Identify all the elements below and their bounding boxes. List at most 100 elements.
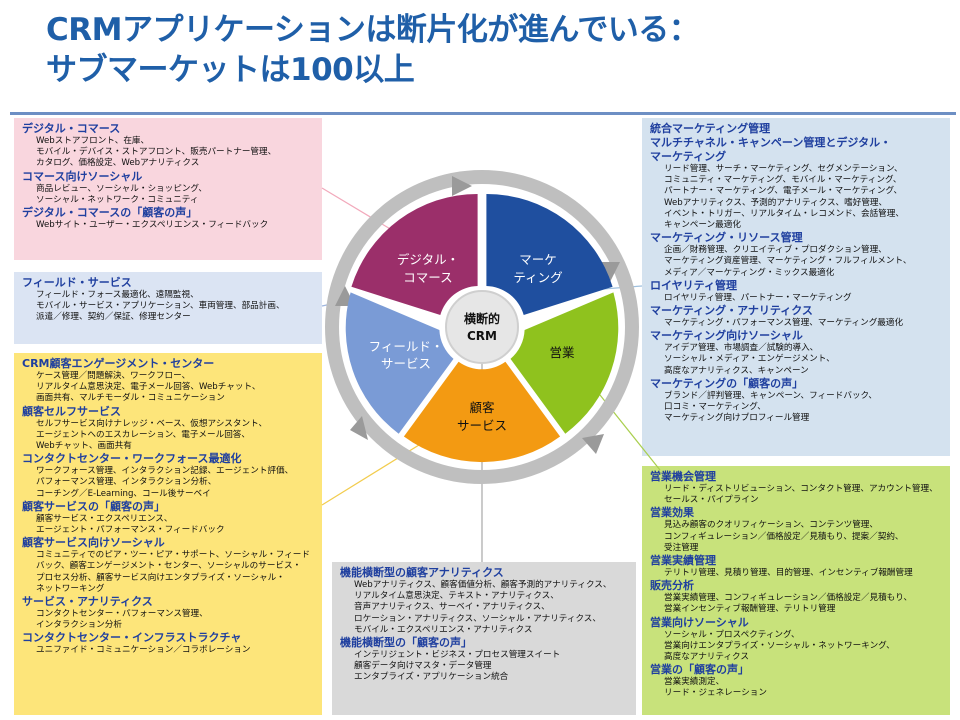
box-text: マーケティング・パフォーマンス管理、マーケティング最適化 bbox=[664, 318, 904, 329]
segment-field-service bbox=[345, 292, 454, 434]
segment-label-marketing-2: ティング bbox=[513, 270, 562, 285]
box-text: 顧客サービス・エクスペリエンス、 bbox=[36, 513, 173, 524]
box-text: リアルタイム意思決定、電子メール回答、Webチャット、 bbox=[36, 382, 261, 393]
box-heading: フィールド・サービス bbox=[22, 276, 132, 289]
box-text: ソーシャル・ネットワーク・コミュニティ bbox=[36, 194, 199, 205]
box-text: マーケティング資産管理、マーケティング・フルフィルメント、 bbox=[664, 256, 912, 267]
box-heading: 営業向けソーシャル bbox=[650, 615, 749, 629]
title-line-1: CRMアプリケーションは断片化が進んでいる： bbox=[46, 12, 700, 48]
box-text: モバイル・サービス・アプリケーション、車両管理、部品計画、 bbox=[36, 301, 285, 312]
box-text: リアルタイム意思決定、テキスト・アナリティクス、 bbox=[354, 591, 559, 602]
box-heading: マルチチャネル・キャンペーン管理とデジタル・ bbox=[650, 136, 892, 149]
box-text: ワークフォース管理、インタラクション記録、エージェント評価、 bbox=[36, 466, 294, 477]
box-text: セルフサービス向けナレッジ・ベース、仮想アシスタント、 bbox=[36, 418, 268, 429]
box-heading: マーケティング向けソーシャル bbox=[650, 329, 803, 343]
segment-customer-service bbox=[403, 361, 561, 463]
box-heading: マーケティング・リソース管理 bbox=[650, 231, 803, 245]
segment-label-field-1: フィールド・ bbox=[369, 339, 444, 354]
box-heading: コマース向けソーシャル bbox=[22, 169, 143, 183]
box-text: ブランド／評判管理、キャンペーン、フィードバック、 bbox=[664, 390, 877, 401]
box-heading: マーケティングの「顧客の声」 bbox=[650, 376, 804, 390]
box-text: アイデア管理、市場調査／試験的導入、 bbox=[664, 343, 819, 354]
box-heading: サービス・アナリティクス bbox=[22, 595, 153, 609]
box-text: ユニファイド・コミュニケーション／コラボレーション bbox=[36, 645, 251, 656]
box-text: インタラクション分析 bbox=[36, 620, 122, 631]
box-heading: デジタル・コマースの「顧客の声」 bbox=[22, 206, 198, 220]
ring-arrow-right bbox=[600, 262, 620, 282]
box-text: 営業実績測定、 bbox=[664, 677, 725, 688]
center-label-line-1: 横断的 bbox=[464, 311, 500, 326]
box-text: 営業実績管理、コンフィギュレーション／価格設定／見積もり、 bbox=[664, 593, 913, 604]
box-text: コーチング／E-Learning、コール後サーベイ bbox=[36, 488, 211, 499]
analytics-box: 機能横断型の顧客アナリティクス Webアナリティクス、顧客価値分析、顧客予測的ア… bbox=[332, 562, 636, 715]
box-text: 音声アナリティクス、サーベイ・アナリティクス、 bbox=[354, 602, 550, 613]
box-text: ソーシャル・プロスペクティング、 bbox=[664, 629, 800, 640]
segment-label-digital-2: コマース bbox=[403, 270, 452, 285]
box-heading: コンタクトセンター・ワークフォース最適化 bbox=[22, 452, 242, 466]
box-heading: 顧客サービス向けソーシャル bbox=[22, 536, 165, 550]
box-text: コンタクトセンター・パフォーマンス管理、 bbox=[36, 609, 208, 620]
box-text: エンタプライズ・アプリケーション統合 bbox=[354, 672, 509, 683]
box-text: エージェント・パフォーマンス・フィードバック bbox=[36, 525, 225, 536]
box-text: Webチャット、画面共有 bbox=[36, 441, 132, 452]
segment-label-marketing-1: マーケ bbox=[519, 252, 557, 267]
segment-sales bbox=[510, 292, 619, 434]
segment-label-field-2: サービス bbox=[381, 356, 431, 371]
box-text: 営業向けエンタプライズ・ソーシャル・ネットワーキング、 bbox=[664, 640, 895, 651]
box-text: メディア／マーケティング・ミックス最適化 bbox=[664, 267, 835, 278]
box-heading: 顧客サービスの「顧客の声」 bbox=[22, 499, 165, 513]
box-text: フィールド・フォース最適化、遠隔監視、 bbox=[36, 290, 199, 300]
box-heading: 機能横断型の顧客アナリティクス bbox=[340, 566, 504, 579]
box-heading: 機能横断型の「顧客の声」 bbox=[340, 636, 472, 650]
box-heading: デジタル・コマース bbox=[22, 122, 121, 135]
box-text: Webアナリティクス、予測的アナリティクス、嗜好管理、 bbox=[664, 197, 888, 208]
box-heading: 統合マーケティング管理 bbox=[650, 122, 771, 135]
box-text: 高度なアナリティクス bbox=[664, 652, 749, 663]
box-text: 画面共有、マルチモーダル・コミュニケーション bbox=[36, 393, 225, 404]
box-text: リード・ディストリビューション、コンタクト管理、アカウント管理、 bbox=[664, 484, 938, 494]
title-line-2: サブマーケットは100以上 bbox=[46, 52, 415, 88]
ring-arrow-top bbox=[452, 176, 472, 196]
field-service-box: フィールド・サービス フィールド・フォース最適化、遠隔監視、 モバイル・サービス… bbox=[14, 272, 322, 344]
outer-ring bbox=[325, 170, 639, 484]
box-heading: 営業効果 bbox=[650, 506, 694, 520]
box-text: リード管理、サーチ・マーケティング、セグメンテーション、 bbox=[664, 164, 903, 174]
box-text: インテリジェント・ビジネス・プロセス管理スイート bbox=[354, 650, 561, 661]
box-heading: 顧客セルフサービス bbox=[22, 404, 121, 418]
box-text: コミュニティでのピア・ツー・ピア・サポート、ソーシャル・フィード bbox=[36, 550, 310, 561]
segment-digital-commerce bbox=[351, 193, 478, 315]
box-heading: 販売分析 bbox=[650, 579, 694, 593]
box-text: キャンペーン最適化 bbox=[664, 220, 741, 231]
segment-label-digital-1: デジタル・ bbox=[397, 252, 459, 267]
box-text: 顧客データ向けマスタ・データ管理 bbox=[354, 661, 492, 672]
box-text: 企画／財務管理、クリエイティブ・プロダクション管理、 bbox=[664, 245, 887, 256]
box-heading: CRM顧客エンゲージメント・センター bbox=[22, 357, 215, 370]
box-text: Webサイト・ユーザー・エクスペリエンス・フィードバック bbox=[36, 220, 269, 231]
box-text: マーケティング向けプロフィール管理 bbox=[664, 413, 810, 424]
box-text: 営業インセンティブ報酬管理、テリトリ管理 bbox=[664, 604, 836, 615]
box-text: リード・ジェネレーション bbox=[664, 688, 767, 699]
box-heading: 営業機会管理 bbox=[650, 470, 716, 483]
box-text: Webストアフロント、在庫、 bbox=[36, 136, 150, 146]
digital-commerce-box: デジタル・コマース Webストアフロント、在庫、 モバイル・デバイス・ストアフロ… bbox=[14, 118, 322, 260]
box-heading: 営業実績管理 bbox=[650, 554, 716, 568]
segment-label-sales: 営業 bbox=[549, 345, 575, 360]
title-divider bbox=[10, 112, 956, 115]
box-text: コミュニティ・マーケティング、モバイル・マーケティング、 bbox=[664, 175, 902, 186]
center-circle bbox=[445, 290, 519, 364]
box-text: 受注管理 bbox=[664, 542, 699, 553]
segment-marketing bbox=[486, 193, 613, 315]
ring-arrow-bottom-left bbox=[350, 416, 368, 440]
box-heading: マーケティング・アナリティクス bbox=[650, 304, 813, 318]
box-text: ネットワーキング bbox=[36, 583, 105, 594]
box-text: ロイヤリティ管理、パートナー・マーケティング bbox=[664, 292, 852, 303]
page-title: CRMアプリケーションは断片化が進んでいる： サブマーケットは100以上 bbox=[46, 10, 946, 90]
box-text: ソーシャル・メディア・エンゲージメント、 bbox=[664, 354, 835, 365]
box-text: 派遣／修理、契約／保証、修理センター bbox=[36, 312, 191, 323]
box-text: パフォーマンス管理、インタラクション分析、 bbox=[36, 477, 217, 488]
box-text: テリトリ管理、見積り管理、目的管理、インセンティブ報酬管理 bbox=[664, 568, 913, 579]
box-heading: マーケティング bbox=[650, 150, 727, 163]
box-text: ケース管理／問題解決、ワークフロー、 bbox=[36, 371, 191, 381]
sales-box: 営業機会管理 リード・ディストリビューション、コンタクト管理、アカウント管理、 … bbox=[642, 466, 950, 715]
box-heading: 営業の「顧客の声」 bbox=[650, 663, 749, 677]
